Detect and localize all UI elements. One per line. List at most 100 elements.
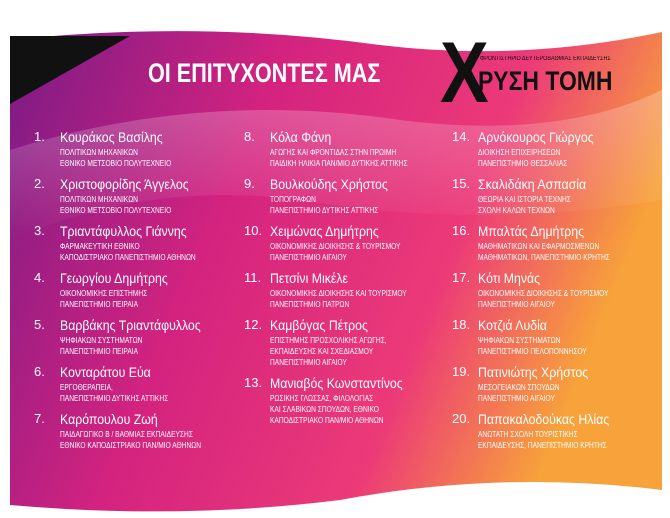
entry: 16. Μπαλτάς Δημήτρης ΜΑΘΗΜΑΤΙΚΩΝ ΚΑΙ ΕΦΑΡΜ…	[452, 222, 652, 263]
entry: 18. Κοτζιά Λυδία ΨΗΦΙΑΚΩΝ ΣΥΣΤΗΜΑΤΩΝ ΠΑΝΕΠΙ…	[452, 316, 652, 357]
logo-tagline: ΦΡΟΝΤΙΣΤΗΡΙΟ ΔΕΥΤΕΡΟΒΑΘΜΙΑΣ ΕΚΠΑΙΔΕΥΣΗΣ	[480, 56, 611, 62]
entry: 8. Κόλα Φάνη ΑΓΩΓΗΣ ΚΑΙ ΦΡΟΝΤΙΔΑΣ ΣΤΗΝ ΠΡΩ…	[244, 128, 444, 169]
entry: 14. Αρνόκουρος Γιώργος ΔΙΟΙΚΗΣΗ ΕΠΙΧΕΙΡΗΣΕ…	[452, 128, 652, 169]
entry: 2. Χριστοφορίδης Άγγελος ΠΟΛΙΤΙΚΩΝ ΜΗΧΑΝΙΚ…	[34, 175, 234, 216]
entry: 20. Παπακαλοδούκας Ηλίας ΑΝΩΤΑΤΗ ΣΧΟΛΗ ΤΟΥ…	[452, 410, 652, 451]
entry: 10. Χειμώνας Δημήτρης ΟΙΚΟΝΟΜΙΚΗΣ ΔΙΟΙΚΗΣΗ…	[244, 222, 444, 263]
entry-detail: ΕΚΠΑΙΔΕΥΣΗΣ ΚΑΙ ΣΧΕΔΙΑΣΜΟΥ	[270, 346, 374, 356]
entry-name: Γεωργίου Δημήτρης	[60, 270, 168, 286]
entry-detail: ΑΝΩΤΑΤΗ ΣΧΟΛΗ ΤΟΥΡΙΣΤΙΚΗΣ	[478, 429, 578, 439]
entry-detail: ΠΑΝΕΠΙΣΤΗΜΙΟ ΑΙΓΑΙΟΥ	[270, 357, 347, 367]
entry-detail: ΟΙΚΟΝΟΜΙΚΗΣ ΔΙΟΙΚΗΣΗΣ & ΤΟΥΡΙΣΜΟΥ	[270, 241, 401, 251]
entry-detail: ΕΘΝΙΚΟ ΜΕΤΣΟΒΙΟ ΠΟΛΥΤΕΧΝΕΙΟ	[60, 158, 172, 168]
entry-number: 10.	[244, 223, 263, 238]
entry-number: 9.	[244, 176, 255, 191]
entry-name: Πατινιώτης Χρήστος	[478, 364, 589, 380]
column: 8. Κόλα Φάνη ΑΓΩΓΗΣ ΚΑΙ ΦΡΟΝΤΙΔΑΣ ΣΤΗΝ ΠΡΩ…	[244, 128, 444, 432]
entry-number: 7.	[34, 411, 45, 426]
entry-detail: ΜΑΘΗΜΑΤΙΚΩΝ ΚΑΙ ΕΦΑΡΜΟΣΜΕΝΩΝ	[478, 241, 600, 251]
entry-detail: ΠΑΙΔΑΓΩΓΙΚΟ Β / ΒΑΘΜΙΑΣ ΕΚΠΑΙΔΕΥΣΗΣ	[60, 429, 193, 439]
entry: 9. Βουλκούδης Χρήστος ΤΟΠΟΓΡΑΦΩΝ ΠΑΝΕΠΙΣΤΗΜ…	[244, 175, 444, 216]
entry-detail: ΠΟΛΙΤΙΚΩΝ ΜΗΧΑΝΙΚΩΝ	[60, 147, 138, 157]
entry-detail: ΣΧΟΛΗ ΚΑΛΩΝ ΤΕΧΝΩΝ	[478, 205, 555, 215]
entry-number: 4.	[34, 270, 45, 285]
entry-detail: ΕΘΝΙΚΟ ΚΑΠΟΔΙΣΤΡΙΑΚΟ ΠΑΝ/ΜΙΟ ΑΘΗΝΩΝ	[60, 440, 202, 450]
entry-detail: ΠΑΝΕΠΙΣΤΗΜΙΟ ΠΕΛΟΠΟΝΝΗΣΟΥ	[478, 346, 587, 356]
entry: 19. Πατινιώτης Χρήστος ΜΕΣΟΓΕΙΑΚΩΝ ΣΠΟΥΔΩΝ…	[452, 363, 652, 404]
entry-detail: ΨΗΦΙΑΚΩΝ ΣΥΣΤΗΜΑΤΩΝ	[60, 335, 143, 345]
entry: 3. Τριαντάφυλλος Γιάννης ΦΑΡΜΑΚΕΥΤΙΚΗ ΕΘΝΙ…	[34, 222, 234, 263]
entry-detail: ΕΠΙΣΤΗΜΗΣ ΠΡΟΣΧΟΛΙΚΗΣ ΑΓΩΓΗΣ,	[270, 335, 387, 345]
entry-number: 19.	[452, 364, 471, 379]
entry-number: 15.	[452, 176, 471, 191]
entry-number: 16.	[452, 223, 471, 238]
entry-detail: ΘΕΩΡΙΑ ΚΑΙ ΙΣΤΟΡΙΑ ΤΕΧΝΗΣ	[478, 194, 571, 204]
entry-number: 17.	[452, 270, 471, 285]
entry-detail: ΤΟΠΟΓΡΑΦΩΝ	[270, 194, 316, 204]
logo-text: ΡΥΣΗ ΤΟΜΗ	[478, 66, 613, 96]
entry-name: Κοτζιά Λυδία	[478, 317, 547, 333]
entry-detail: ΠΟΛΙΤΙΚΩΝ ΜΗΧΑΝΙΚΩΝ	[60, 194, 138, 204]
entry-detail: ΚΑΙ ΣΛΑΒΙΚΩΝ ΣΠΟΥΔΩΝ, ΕΘΝΙΚΟ	[270, 404, 379, 414]
logo-letter: Χ	[440, 25, 489, 121]
entry-detail: ΔΙΟΙΚΗΣΗ ΕΠΙΧΕΙΡΗΣΕΩΝ	[478, 147, 561, 157]
entry-detail: ΟΙΚΟΝΟΜΙΚΗΣ ΔΙΟΙΚΗΣΗΣ & ΤΟΥΡΙΣΜΟΥ	[478, 288, 609, 298]
entry-detail: ΠΑΝΕΠΙΣΤΗΜΙΟ ΑΙΓΑΙΟΥ	[478, 299, 555, 309]
entry-number: 2.	[34, 176, 45, 191]
entry-detail: ΠΑΝΕΠΙΣΤΗΜΙΟ ΠΕΙΡΑΙΑ	[60, 346, 139, 356]
title: ΟΙ ΕΠΙΤΥΧΟΝΤΕΣ ΜΑΣ	[148, 58, 381, 88]
entry: 1. Κουράκος Βασίλης ΠΟΛΙΤΙΚΩΝ ΜΗΧΑΝΙΚΩΝ ΕΘΝ…	[34, 128, 234, 169]
entry-name: Καρόπουλου Ζωή	[60, 411, 158, 427]
entry-name: Σκαλιδάκη Ασπασία	[478, 176, 587, 192]
entry-detail: ΠΑΝΕΠΙΣΤΗΜΙΟ ΔΥΤΙΚΗΣ ΑΤΤΙΚΗΣ	[60, 393, 169, 403]
entry-name: Κονταράτου Εύα	[60, 364, 151, 380]
entry-detail: ΕΡΓΟΘΕΡΑΠΕΙΑ,	[60, 382, 113, 392]
entry-number: 8.	[244, 129, 255, 144]
entry-name: Κουράκος Βασίλης	[60, 129, 163, 145]
entry: 5. Βαρβάκης Τριαντάφυλλος ΨΗΦΙΑΚΩΝ ΣΥΣΤΗΜΑ…	[34, 316, 234, 357]
entry-name: Παπακαλοδούκας Ηλίας	[478, 411, 610, 427]
entry-detail: ΠΑΙΔΙΚΗ ΗΛΙΚΙΑ ΠΑΝ/ΜΙΟ ΔΥΤΙΚΗΣ ΑΤΤΙΚΗΣ	[270, 158, 408, 168]
entry-detail: ΟΙΚΟΝΟΜΙΚΗΣ ΕΠΙΣΤΗΜΗΣ	[60, 288, 148, 298]
entry-detail: ΕΘΝΙΚΟ ΜΕΤΣΟΒΙΟ ΠΟΛΥΤΕΧΝΕΙΟ	[60, 205, 172, 215]
entry-detail: ΟΙΚΟΝΟΜΙΚΗΣ ΔΙΟΙΚΗΣΗΣ ΚΑΙ ΤΟΥΡΙΣΜΟΥ	[270, 288, 407, 298]
entry-name: Βουλκούδης Χρήστος	[270, 176, 388, 192]
entry-detail: ΡΩΣΙΚΗΣ ΓΛΩΣΣΑΣ, ΦΙΛΟΛΟΓΙΑΣ	[270, 393, 374, 403]
entry-detail: ΜΑΘΗΜΑΤΙΚΩΝ, ΠΑΝΕΠΙΣΤΗΜΙΟ ΚΡΗΤΗΣ	[478, 252, 610, 262]
entry-detail: ΨΗΦΙΑΚΩΝ ΣΥΣΤΗΜΑΤΩΝ	[478, 335, 561, 345]
entry-detail: ΠΑΝΕΠΙΣΤΗΜΙΟ ΔΥΤΙΚΗΣ ΑΤΤΙΚΗΣ	[270, 205, 379, 215]
entry-name: Τριαντάφυλλος Γιάννης	[60, 223, 187, 239]
entry: 13. Μανιαβός Κωνσταντίνος ΡΩΣΙΚΗΣ ΓΛΩΣΣΑΣ,…	[244, 374, 444, 426]
entry: 6. Κονταράτου Εύα ΕΡΓΟΘΕΡΑΠΕΙΑ, ΠΑΝΕΠΙΣΤΗΜΙ…	[34, 363, 234, 404]
entry: 7. Καρόπουλου Ζωή ΠΑΙΔΑΓΩΓΙΚΟ Β / ΒΑΘΜΙΑΣ …	[34, 410, 234, 451]
entry-number: 12.	[244, 317, 263, 332]
entry-name: Καμβόγας Πέτρος	[270, 317, 368, 333]
entry-detail: ΚΑΠΟΔΙΣΤΡΙΑΚΟ ΠΑΝΕΠΙΣΤΗΜΙΟ ΑΘΗΝΩΝ	[60, 252, 196, 262]
entry-detail: ΚΑΠΟΔΙΣΤΡΙΑΚΟ ΠΑΝ/ΜΙΟ ΑΘΗΝΩΝ	[270, 415, 384, 425]
entry: 11. Πετσίνι Μικέλε ΟΙΚΟΝΟΜΙΚΗΣ ΔΙΟΙΚΗΣΗΣ Κ…	[244, 269, 444, 310]
entry-detail: ΠΑΝΕΠΙΣΤΗΜΙΟ ΠΑΤΡΩΝ	[270, 299, 350, 309]
entry-detail: ΑΓΩΓΗΣ ΚΑΙ ΦΡΟΝΤΙΔΑΣ ΣΤΗΝ ΠΡΩΙΜΗ	[270, 147, 397, 157]
entry-number: 6.	[34, 364, 45, 379]
entry-name: Χριστοφορίδης Άγγελος	[60, 176, 189, 192]
entry-detail: ΠΑΝΕΠΙΣΤΗΜΙΟ ΑΙΓΑΙΟΥ	[270, 252, 347, 262]
entry: 12. Καμβόγας Πέτρος ΕΠΙΣΤΗΜΗΣ ΠΡΟΣΧΟΛΙΚΗΣ …	[244, 316, 444, 368]
entry-number: 20.	[452, 411, 471, 426]
entry-detail: ΦΑΡΜΑΚΕΥΤΙΚΗ ΕΘΝΙΚΟ	[60, 241, 140, 251]
entry-name: Κόλα Φάνη	[270, 129, 332, 145]
column: 1. Κουράκος Βασίλης ΠΟΛΙΤΙΚΩΝ ΜΗΧΑΝΙΚΩΝ ΕΘΝ…	[34, 128, 234, 457]
entry-detail: ΜΕΣΟΓΕΙΑΚΩΝ ΣΠΟΥΔΩΝ	[478, 382, 560, 392]
entry-name: Μανιαβός Κωνσταντίνος	[270, 375, 403, 391]
entry-number: 18.	[452, 317, 471, 332]
entry-number: 14.	[452, 129, 471, 144]
entry-detail: ΠΑΝΕΠΙΣΤΗΜΙΟ ΠΕΙΡΑΙΑ	[60, 299, 139, 309]
entry-name: Χειμώνας Δημήτρης	[270, 223, 379, 239]
entry-name: Κότι Μηνάς	[478, 270, 541, 286]
column: 14. Αρνόκουρος Γιώργος ΔΙΟΙΚΗΣΗ ΕΠΙΧΕΙΡΗΣΕ…	[452, 128, 652, 457]
entry-detail: ΠΑΝΕΠΙΣΤΗΜΙΟ ΘΕΣΣΑΛΙΑΣ	[478, 158, 568, 168]
entry-name: Πετσίνι Μικέλε	[270, 270, 349, 286]
entry-name: Βαρβάκης Τριαντάφυλλος	[60, 317, 201, 333]
entry: 17. Κότι Μηνάς ΟΙΚΟΝΟΜΙΚΗΣ ΔΙΟΙΚΗΣΗΣ & ΤΟΥ…	[452, 269, 652, 310]
